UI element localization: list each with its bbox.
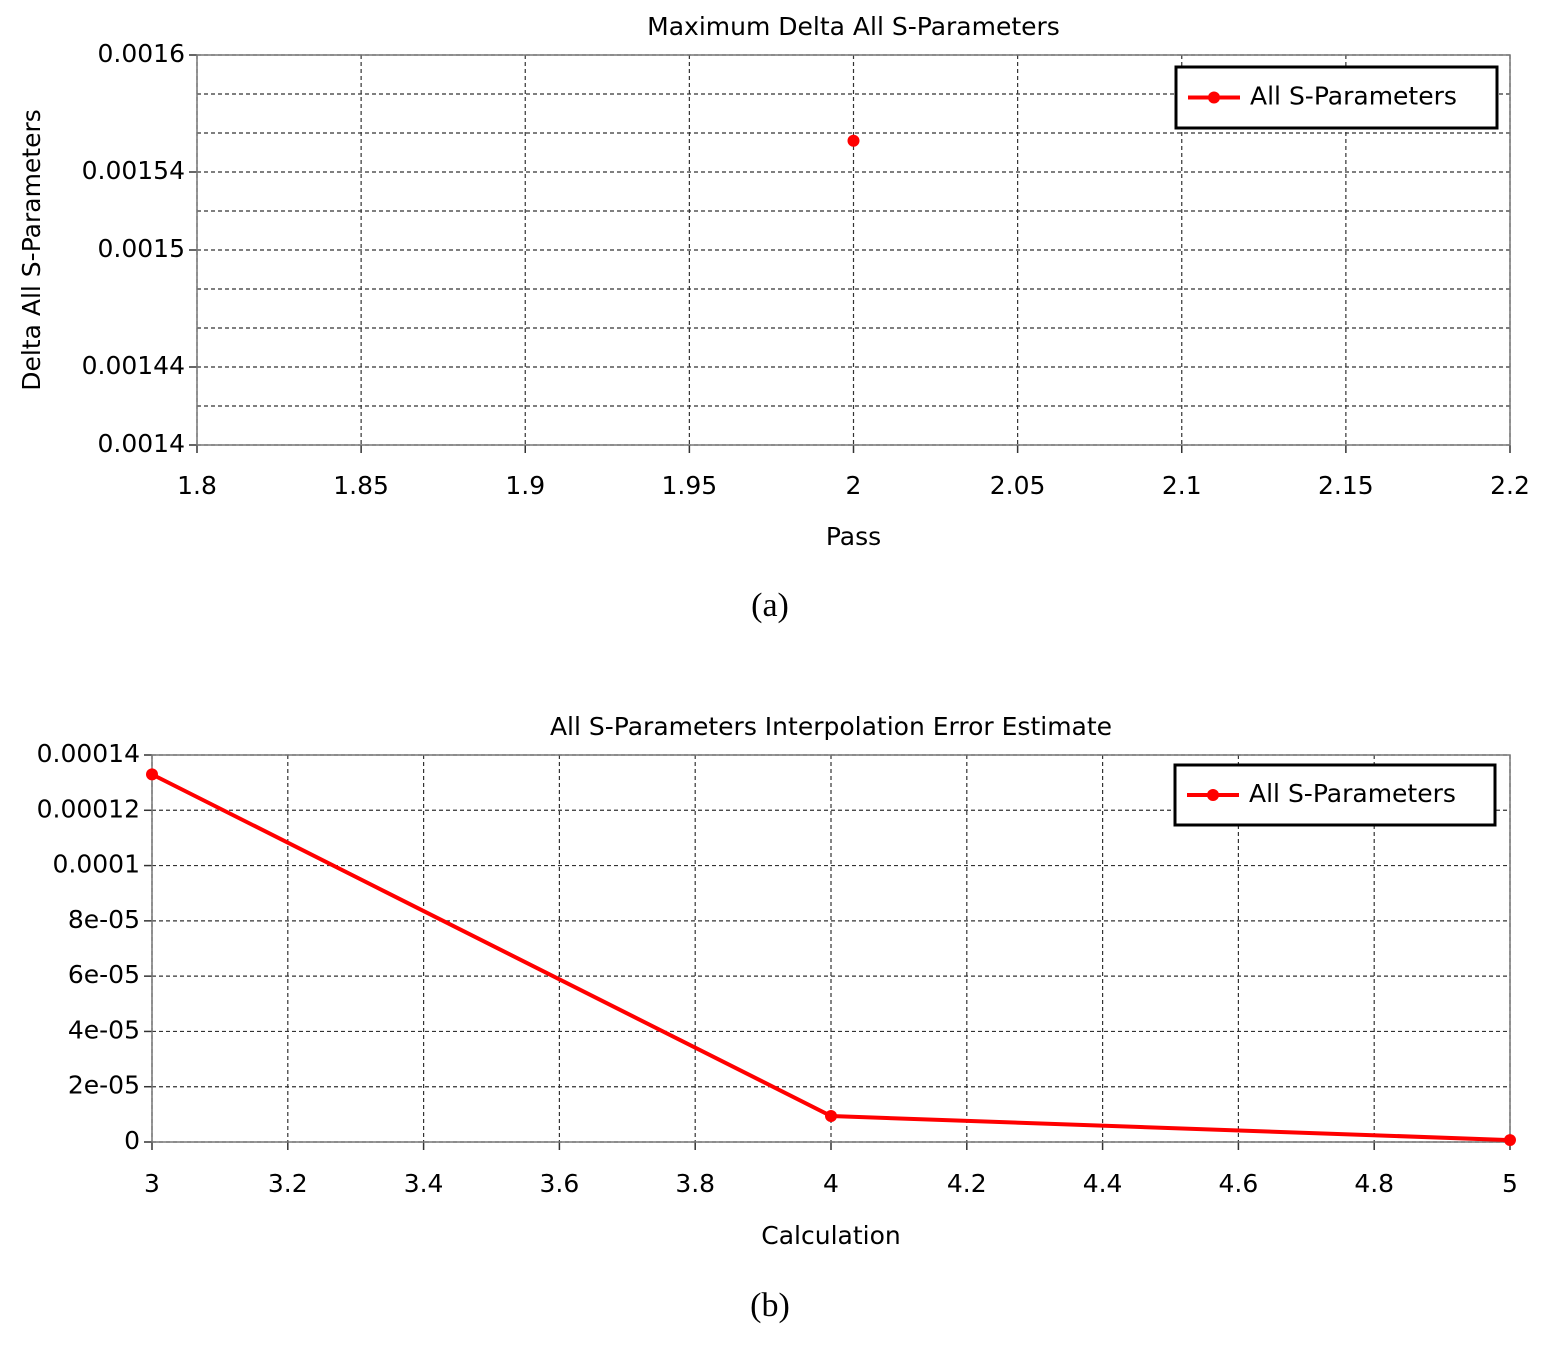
plot-frame: [196, 54, 1511, 446]
x-tick-label: 3.8: [675, 1169, 715, 1198]
x-tick-label: 4.6: [1219, 1169, 1259, 1198]
y-tick-label: 0.00154: [82, 156, 185, 185]
y-tick-label: 2e-05: [68, 1071, 140, 1100]
y-tick-label: 0.0016: [98, 39, 185, 68]
data-point: [825, 1110, 837, 1123]
y-tick-label: 0.00012: [37, 794, 140, 823]
x-tick-label: 3.4: [404, 1169, 444, 1198]
caption: (a): [751, 587, 789, 624]
x-tick-label: 1.8: [177, 471, 217, 500]
x-tick-label: 2.15: [1318, 471, 1374, 500]
y-tick-label: 0.00014: [37, 739, 140, 768]
x-tick-label: 2.05: [990, 471, 1046, 500]
data-point: [146, 768, 158, 781]
x-tick-label: 5: [1502, 1169, 1518, 1198]
x-tick-label: 2: [846, 471, 862, 500]
y-axis-label: Delta All S-Parameters: [17, 109, 46, 391]
x-tick-label: 4.4: [1083, 1169, 1123, 1198]
legend-label: All S-Parameters: [1250, 82, 1457, 111]
y-tick-label: 6e-05: [68, 960, 140, 989]
y-tick-label: 0: [124, 1126, 140, 1155]
x-axis-label: Calculation: [761, 1221, 900, 1250]
x-tick-label: 3.2: [268, 1169, 308, 1198]
data-point: [847, 134, 860, 147]
y-tick-label: 8e-05: [68, 905, 140, 934]
y-tick-label: 0.0014: [98, 429, 185, 458]
x-tick-label: 1.85: [333, 471, 389, 500]
data-point: [1504, 1134, 1516, 1147]
y-tick-label: 0.0015: [98, 234, 185, 263]
y-tick-label: 0.00144: [82, 351, 185, 380]
y-tick-label: 4e-05: [68, 1015, 140, 1044]
x-tick-label: 3: [144, 1169, 160, 1198]
chart-title: All S-Parameters Interpolation Error Est…: [550, 712, 1112, 741]
legend-marker: [1208, 91, 1220, 104]
x-tick-label: 2.2: [1490, 471, 1530, 500]
x-tick-label: 2.1: [1162, 471, 1202, 500]
x-axis-label: Pass: [826, 522, 881, 551]
y-tick-label: 0.0001: [53, 850, 140, 879]
legend-marker: [1207, 789, 1219, 801]
x-tick-label: 4.8: [1354, 1169, 1394, 1198]
x-tick-label: 1.9: [505, 471, 545, 500]
x-tick-label: 1.95: [662, 471, 718, 500]
legend-label: All S-Parameters: [1249, 779, 1456, 808]
x-tick-label: 3.6: [540, 1169, 580, 1198]
caption: (b): [750, 1287, 790, 1324]
x-tick-label: 4: [823, 1169, 839, 1198]
plot-frame: [151, 754, 1511, 1143]
x-tick-label: 4.2: [947, 1169, 987, 1198]
chart-title: Maximum Delta All S-Parameters: [647, 12, 1060, 41]
